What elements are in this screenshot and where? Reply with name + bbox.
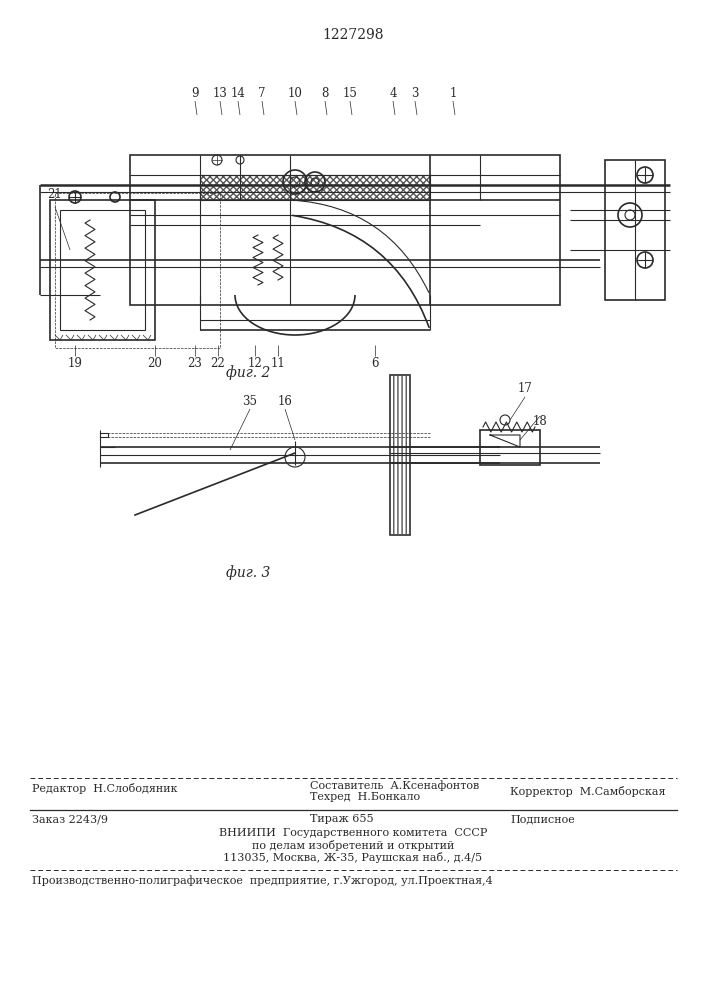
Text: 1: 1 [450, 87, 457, 100]
Text: фиг. 2: фиг. 2 [226, 365, 270, 380]
Text: 6: 6 [371, 357, 379, 370]
Text: Производственно-полиграфическое  предприятие, г.Ужгород, ул.Проектная,4: Производственно-полиграфическое предприя… [32, 875, 493, 886]
Text: 7: 7 [258, 87, 266, 100]
Bar [390, 375, 410, 535]
Text: 15: 15 [343, 87, 358, 100]
Text: 9: 9 [192, 87, 199, 100]
Bar [60, 210, 145, 330]
Text: Составитель  А.Ксенафонтов: Составитель А.Ксенафонтов [310, 780, 479, 791]
Text: Заказ 2243/9: Заказ 2243/9 [32, 814, 108, 824]
Text: ВНИИПИ  Государственного комитета  СССР: ВНИИПИ Государственного комитета СССР [218, 828, 487, 838]
Text: Корректор  М.Самборская: Корректор М.Самборская [510, 786, 665, 797]
Text: 35: 35 [243, 395, 257, 408]
Text: 23: 23 [187, 357, 202, 370]
Bar [480, 430, 540, 465]
Text: 113035, Москва, Ж-35, Раушская наб., д.4/5: 113035, Москва, Ж-35, Раушская наб., д.4… [223, 852, 483, 863]
Bar [605, 160, 665, 300]
Text: 20: 20 [148, 357, 163, 370]
Bar [55, 193, 220, 348]
Text: 4: 4 [390, 87, 397, 100]
Text: 3: 3 [411, 87, 419, 100]
Text: 8: 8 [321, 87, 329, 100]
Text: 22: 22 [211, 357, 226, 370]
Text: Техред  Н.Бонкало: Техред Н.Бонкало [310, 792, 420, 802]
Text: 14: 14 [230, 87, 245, 100]
Text: Тираж 655: Тираж 655 [310, 814, 373, 824]
Text: 21: 21 [47, 188, 62, 202]
Text: фиг. 3: фиг. 3 [226, 565, 270, 580]
Text: 17: 17 [518, 382, 532, 395]
Bar [390, 375, 410, 535]
Text: по делам изобретений и открытий: по делам изобретений и открытий [252, 840, 454, 851]
Text: 10: 10 [288, 87, 303, 100]
Text: 1227298: 1227298 [322, 28, 384, 42]
Bar [50, 200, 155, 340]
Text: 19: 19 [68, 357, 83, 370]
Text: Подписное: Подписное [510, 814, 575, 824]
Text: 11: 11 [271, 357, 286, 370]
Text: 16: 16 [278, 395, 293, 408]
Text: Редактор  Н.Слободяник: Редактор Н.Слободяник [32, 783, 177, 794]
Bar [200, 175, 430, 200]
Text: 12: 12 [247, 357, 262, 370]
Bar [200, 175, 430, 200]
Text: 13: 13 [213, 87, 228, 100]
Text: 18: 18 [532, 415, 547, 428]
Bar [130, 155, 560, 305]
